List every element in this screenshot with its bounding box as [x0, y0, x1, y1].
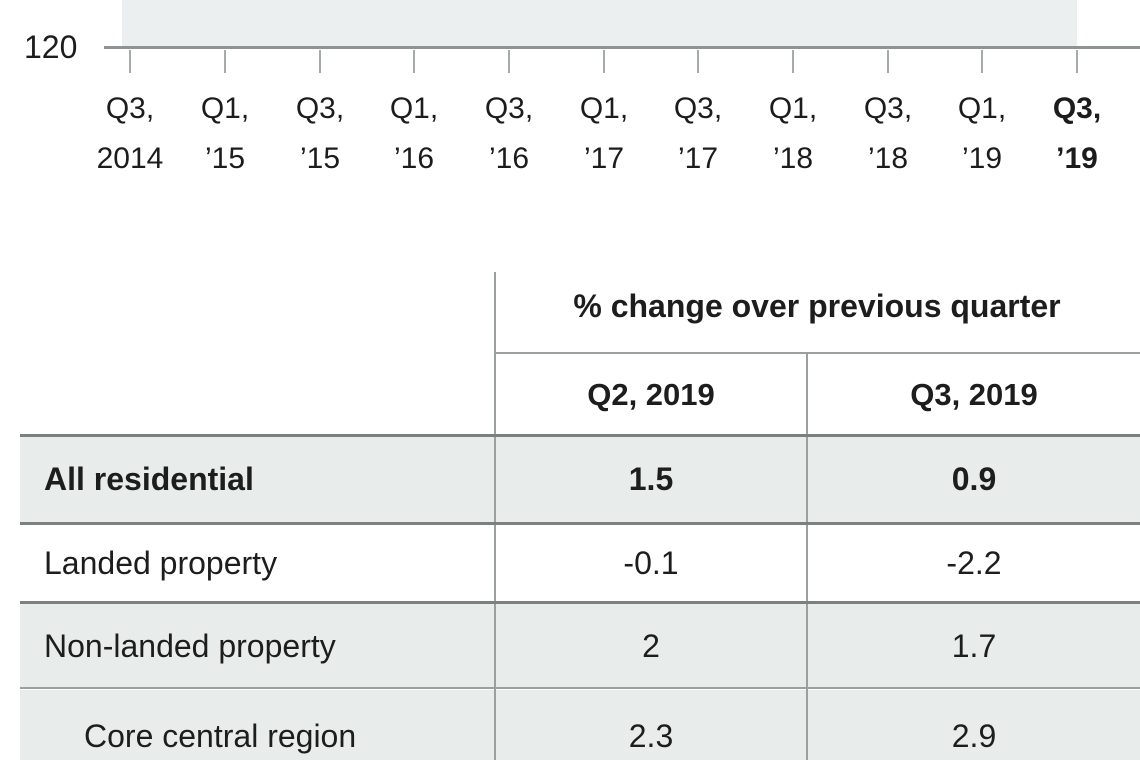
spanner-underline — [494, 352, 1140, 354]
column-header-q3-2019: Q3, 2019 — [910, 377, 1038, 412]
table-vertical-divider-1 — [494, 272, 496, 760]
row-band-all-residential — [20, 437, 1140, 522]
x-tick-line2: ’19 — [1056, 142, 1098, 175]
x-tick-line1: Q3, — [105, 92, 155, 125]
x-tick-label-current: Q3, ’19 — [1002, 84, 1140, 184]
x-tick-line2: ’19 — [961, 142, 1003, 175]
x-tick-line1: Q3, — [1052, 92, 1102, 125]
x-tick-line1: Q1, — [389, 92, 439, 125]
axis-tick — [981, 50, 983, 73]
x-tick-label: Q1, ’17 — [529, 84, 679, 184]
x-tick-label: Q1, ’19 — [907, 84, 1057, 184]
x-tick-line2: 2014 — [96, 142, 164, 175]
x-tick-label: Q3, ’15 — [245, 84, 395, 184]
cell-all-residential-q2: 1.5 — [628, 461, 674, 497]
column-header-q2-2019: Q2, 2019 — [587, 377, 715, 412]
x-tick-line1: Q3, — [484, 92, 534, 125]
x-tick-line2: ’15 — [299, 142, 341, 175]
cell-landed-property-q3: -2.2 — [946, 545, 1002, 581]
x-axis — [104, 46, 1140, 49]
axis-tick — [792, 50, 794, 73]
cell-core-central-region-q3: 2.9 — [951, 718, 997, 754]
x-tick-line1: Q3, — [295, 92, 345, 125]
row-label-landed-property: Landed property — [44, 545, 278, 581]
x-tick-line1: Q3, — [673, 92, 723, 125]
cell-landed-property-q2: -0.1 — [623, 545, 679, 581]
row-label-core-central-region: Core central region — [84, 718, 357, 754]
x-tick-label: Q3, ’18 — [813, 84, 963, 184]
row-rule-3 — [20, 687, 1140, 689]
x-tick-line1: Q1, — [957, 92, 1007, 125]
x-tick-line2: ’17 — [677, 142, 719, 175]
header-bottom-rule — [20, 434, 1140, 437]
cell-core-central-region-q2: 2.3 — [628, 718, 674, 754]
cell-all-residential-q3: 0.9 — [951, 461, 997, 497]
chart-plot-area — [122, 0, 1077, 47]
x-tick-line2: ’18 — [772, 142, 814, 175]
x-tick-line1: Q1, — [768, 92, 818, 125]
axis-tick — [224, 50, 226, 73]
axis-tick — [319, 50, 321, 73]
x-tick-label: Q3, 2014 — [55, 84, 205, 184]
x-tick-line1: Q1, — [200, 92, 250, 125]
axis-tick — [1076, 50, 1078, 73]
row-rule-1 — [20, 522, 1140, 525]
x-tick-label: Q1, ’16 — [339, 84, 489, 184]
cell-non-landed-property-q3: 1.7 — [951, 628, 997, 664]
axis-tick — [603, 50, 605, 73]
y-tick-label: 120 — [24, 29, 78, 65]
row-rule-2 — [20, 601, 1140, 604]
cell-non-landed-property-q2: 2 — [642, 628, 660, 664]
row-band-core-central — [20, 690, 1140, 760]
axis-tick — [129, 50, 131, 73]
x-tick-line2: ’18 — [867, 142, 909, 175]
x-tick-line1: Q1, — [579, 92, 629, 125]
row-label-all-residential: All residential — [44, 461, 254, 497]
axis-tick — [697, 50, 699, 73]
axis-tick — [413, 50, 415, 73]
x-tick-label: Q3, ’16 — [434, 84, 584, 184]
x-tick-line2: ’17 — [583, 142, 625, 175]
x-tick-label: Q1, ’15 — [150, 84, 300, 184]
x-tick-line2: ’16 — [488, 142, 530, 175]
row-label-non-landed-property: Non-landed property — [44, 628, 336, 664]
axis-tick — [508, 50, 510, 73]
table-spanner-header: % change over previous quarter — [573, 288, 1061, 324]
row-band-non-landed — [20, 604, 1140, 688]
x-tick-label: Q3, ’17 — [623, 84, 773, 184]
x-tick-label: Q1, ’18 — [718, 84, 868, 184]
x-tick-line1: Q3, — [863, 92, 913, 125]
axis-tick — [887, 50, 889, 73]
x-tick-line2: ’15 — [204, 142, 246, 175]
table-vertical-divider-2 — [806, 352, 808, 760]
x-tick-line2: ’16 — [393, 142, 435, 175]
